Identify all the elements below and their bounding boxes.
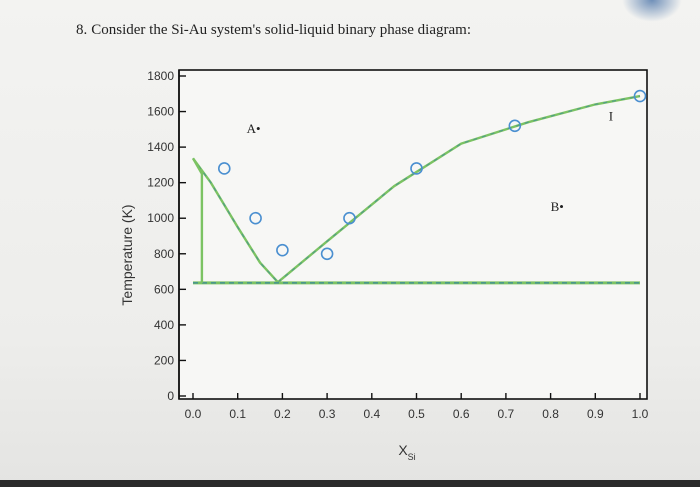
y-axis-title: Temperature (K)	[119, 204, 135, 305]
y-tick-label: 200	[154, 353, 174, 367]
x-tick-label: 0.2	[274, 407, 291, 421]
x-axis-title: XSi	[398, 442, 415, 462]
chart-curves	[191, 94, 641, 285]
y-tick-label: 1800	[147, 69, 174, 83]
data-point-marker	[217, 162, 231, 175]
x-tick-label: 1.0	[632, 407, 649, 421]
liquidus-au-side-dashed-overlay	[192, 157, 279, 283]
x-tick-label: 0.4	[363, 407, 380, 421]
y-tick-label: 0	[167, 389, 174, 403]
data-point-marker	[343, 211, 356, 225]
data-point-marker	[633, 89, 647, 103]
data-point-marker	[508, 119, 522, 133]
x-tick-label: 0.9	[587, 407, 604, 421]
x-axis-title-main: X	[398, 442, 408, 458]
x-tick-label: 0.8	[542, 407, 559, 421]
screen-edge	[0, 480, 700, 487]
y-tick-label: 1000	[147, 211, 174, 225]
x-tick-label: 0.3	[319, 407, 336, 421]
data-point-marker	[320, 247, 334, 261]
chart-points	[217, 89, 647, 261]
plot-area	[178, 69, 648, 400]
chart-annotations: A• B• I	[247, 108, 613, 214]
x-tick-label: 0.1	[229, 407, 246, 421]
data-point-marker	[249, 211, 262, 225]
x-tick-label: 0.6	[453, 407, 470, 421]
y-tick-label: 1400	[147, 140, 174, 154]
question-body: Consider the Si-Au system's solid-liquid…	[91, 22, 471, 38]
y-tick-label: 400	[154, 318, 174, 332]
region-annotation: B•	[551, 199, 564, 214]
region-annotation: A•	[247, 121, 261, 136]
y-tick-label: 800	[154, 247, 174, 261]
x-tick-label: 0.0	[185, 407, 202, 421]
x-axis-title-sub: Si	[408, 452, 416, 462]
region-annotation: I	[609, 108, 613, 123]
question-text: 8. Consider the Si-Au system's solid-liqu…	[76, 22, 471, 39]
question-number: 8.	[76, 22, 88, 38]
y-axis: 0 200 400 600 800 1000 1200 1400 1600 1800	[147, 69, 186, 403]
background-glare	[622, 0, 682, 22]
y-tick-label: 1600	[147, 105, 174, 119]
y-tick-label: 600	[154, 282, 174, 296]
x-tick-label: 0.5	[408, 407, 425, 421]
solidus-au-side-line	[191, 157, 204, 283]
y-tick-label: 1200	[147, 176, 174, 190]
data-point-marker	[276, 243, 289, 257]
data-point-marker	[410, 162, 423, 175]
x-tick-label: 0.7	[498, 407, 515, 421]
x-axis: 0.0 0.1 0.2 0.3 0.4 0.5 0.6 0.7 0.8 0.9 1.0	[185, 393, 649, 421]
liquidus-si-side-dashed-overlay	[277, 95, 641, 283]
